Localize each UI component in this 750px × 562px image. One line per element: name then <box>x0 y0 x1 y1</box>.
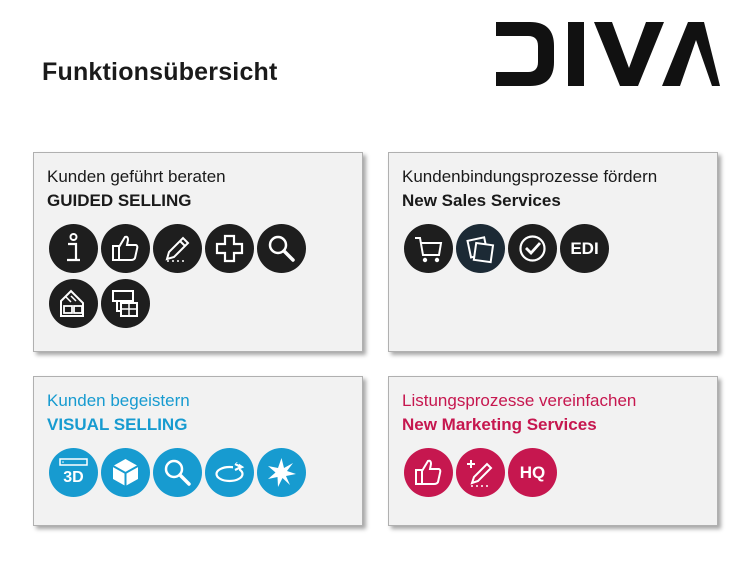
icon-group: HQ <box>404 448 704 503</box>
sparkle-icon[interactable] <box>257 448 306 497</box>
configurator-icon[interactable] <box>101 279 150 328</box>
page-title: Funktionsübersicht <box>42 58 278 86</box>
card-subtitle: Kunden begeistern <box>47 391 190 410</box>
card-new-sales-services: Kundenbindungsprozesse fördern New Sales… <box>388 152 718 352</box>
card-subtitle: Kundenbindungsprozesse fördern <box>402 167 658 186</box>
edit-add-icon[interactable] <box>456 448 505 497</box>
check-icon[interactable] <box>508 224 557 273</box>
card-new-marketing-services: Listungsprozesse vereinfachen New Market… <box>388 376 718 526</box>
card-subtitle: Listungsprozesse vereinfachen <box>402 391 637 410</box>
card-heading: New Sales Services <box>402 191 561 210</box>
search-icon[interactable] <box>257 224 306 273</box>
pencil-icon[interactable] <box>153 224 202 273</box>
hq-icon[interactable]: HQ <box>508 448 557 497</box>
rotate-icon[interactable] <box>205 448 254 497</box>
cube-icon[interactable] <box>101 448 150 497</box>
diva-logo <box>496 22 720 86</box>
hq-label: HQ <box>519 463 546 482</box>
shopping-cart-icon[interactable] <box>404 224 453 273</box>
thumbs-up-icon[interactable] <box>101 224 150 273</box>
card-guided-selling: Kunden geführt beraten GUIDED SELLING <box>33 152 363 352</box>
search-icon[interactable] <box>153 448 202 497</box>
info-icon[interactable] <box>49 224 98 273</box>
icon-group: EDI <box>404 224 704 279</box>
3d-icon[interactable]: 3D <box>49 448 98 497</box>
card-subtitle: Kunden geführt beraten <box>47 167 226 186</box>
room-planner-icon[interactable] <box>49 279 98 328</box>
icon-group <box>49 224 349 334</box>
card-visual-selling: Kunden begeistern VISUAL SELLING 3D <box>33 376 363 526</box>
notes-icon[interactable] <box>456 224 505 273</box>
card-heading: VISUAL SELLING <box>47 415 188 434</box>
thumbs-up-icon[interactable] <box>404 448 453 497</box>
card-heading: GUIDED SELLING <box>47 191 192 210</box>
3d-label: 3D <box>63 469 84 486</box>
plus-icon[interactable] <box>205 224 254 273</box>
edi-label: EDI <box>570 239 599 258</box>
card-heading: New Marketing Services <box>402 415 597 434</box>
edi-icon[interactable]: EDI <box>560 224 609 273</box>
icon-group: 3D <box>49 448 349 503</box>
